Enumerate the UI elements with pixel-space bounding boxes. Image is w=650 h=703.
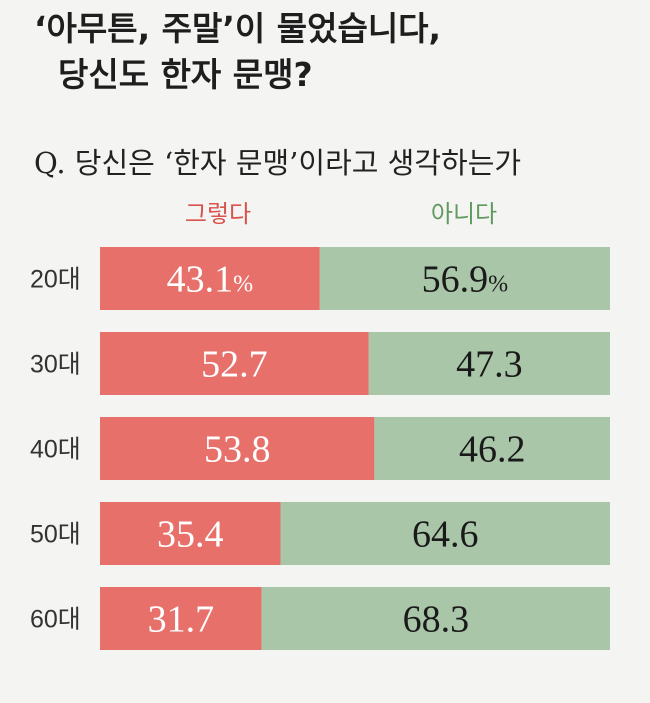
- bar-yes: [100, 417, 375, 480]
- legend-label: 아니다: [431, 200, 497, 228]
- data-label: 52.7: [201, 344, 268, 386]
- data-label-unit: %: [233, 272, 253, 298]
- data-label: 35.4: [157, 514, 224, 556]
- bar-no: [374, 417, 610, 480]
- category-label: 50대: [30, 521, 81, 549]
- survey-question: Q. 당신은 ‘한자 문맹’이라고 생각하는가: [34, 146, 522, 180]
- data-label-unit: %: [488, 272, 508, 298]
- data-label: 47.3: [456, 344, 523, 386]
- data-label: 31.7: [148, 599, 215, 641]
- data-label: 64.6: [412, 514, 479, 556]
- bar-yes: [100, 502, 281, 565]
- data-label: 68.3: [403, 599, 470, 641]
- chart-title: ‘아무튼, 주말’이 물었습니다, 당신도 한자 문맹?: [34, 6, 634, 98]
- bar-no: [319, 247, 610, 310]
- category-label: 40대: [30, 436, 81, 464]
- bar-yes: [100, 247, 320, 310]
- data-label: 46.2: [459, 429, 526, 471]
- category-label: 30대: [30, 351, 81, 379]
- title-line-2: 당신도 한자 문맹?: [58, 55, 313, 94]
- category-label: 60대: [30, 606, 81, 634]
- category-label: 20대: [30, 266, 81, 294]
- title-line-1: ‘아무튼, 주말’이 물었습니다,: [34, 9, 442, 48]
- data-label: 43.1%: [167, 259, 254, 301]
- legend-label: 그렇다: [185, 200, 251, 228]
- bar-no: [261, 587, 610, 650]
- bar-yes: [100, 587, 262, 650]
- bar-no: [368, 332, 610, 395]
- bar-yes: [100, 332, 369, 395]
- data-label: 53.8: [204, 429, 271, 471]
- bar-no: [280, 502, 610, 565]
